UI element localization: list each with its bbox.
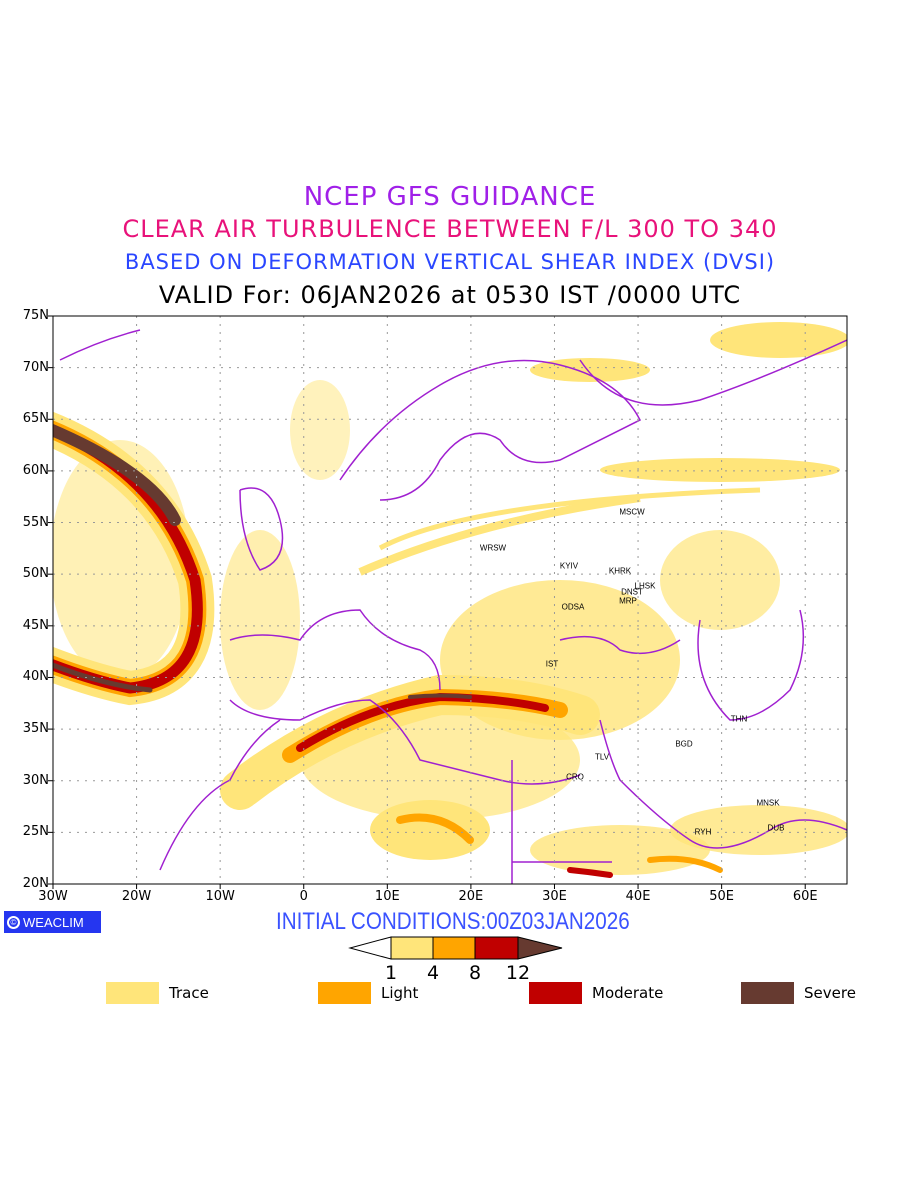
legend-label: Light xyxy=(381,984,419,1002)
jet-arc-turbulence xyxy=(53,411,215,706)
legend-label: Moderate xyxy=(592,984,664,1002)
lat-tick-label: 50N xyxy=(22,566,49,582)
lon-tick-label: 10E xyxy=(374,889,400,904)
lat-tick-label: 20N xyxy=(22,876,49,891)
colorbar-label: 4 xyxy=(426,962,440,984)
title-valid-time: VALID For: 06JAN2026 at 0530 IST /0000 U… xyxy=(158,281,742,309)
turbulence-fields xyxy=(53,322,847,884)
title-product: CLEAR AIR TURBULENCE BETWEEN F/L 300 TO … xyxy=(122,215,778,243)
lon-tick-label: 30E xyxy=(542,889,567,904)
gridlines xyxy=(53,316,847,884)
lat-tick-label: 25N xyxy=(22,824,49,840)
legend-severe: Severe xyxy=(741,982,856,1004)
city-label-mscw: MSCW xyxy=(619,507,645,517)
city-label-cro: CRO xyxy=(566,772,584,782)
city-label-mnsk: MNSK xyxy=(756,798,780,808)
city-label-thn: THN xyxy=(730,714,748,724)
city-label-bgd: BGD xyxy=(675,739,693,749)
colorbar xyxy=(348,936,563,960)
city-label-lhsk: LHSK xyxy=(634,581,656,591)
lat-tick-label: 65N xyxy=(22,411,49,427)
legend-swatch xyxy=(106,982,159,1004)
lat-tick-label: 30N xyxy=(22,772,49,788)
city-label-wrsw: WRSW xyxy=(479,543,507,553)
brand-name: WEACLIM xyxy=(23,914,84,930)
legend-swatch xyxy=(741,982,794,1004)
city-label-dub: DUB xyxy=(767,823,785,833)
lat-tick-label: 60N xyxy=(22,462,49,478)
city-label-mrp: MRP xyxy=(619,596,637,606)
mediterranean-turbulence xyxy=(220,674,723,878)
lat-tick-label: 45N xyxy=(22,617,49,633)
lon-tick-label: 20E xyxy=(458,889,484,904)
city-label-tlv: TLV xyxy=(594,752,610,762)
lon-tick-label: 60E xyxy=(792,889,818,904)
colorbar-label: 8 xyxy=(468,962,482,984)
lon-tick-label: 10W xyxy=(205,889,235,904)
trace-areas xyxy=(53,322,847,875)
legend-swatch xyxy=(529,982,582,1004)
city-label-ryh: RYH xyxy=(694,827,712,837)
lat-tick-label: 35N xyxy=(22,721,49,737)
map-frame xyxy=(52,315,848,885)
legend-light: Light xyxy=(318,982,418,1004)
lat-tick-label: 55N xyxy=(22,514,49,530)
colorbar-label: 12 xyxy=(505,962,531,984)
legend-trace: Trace xyxy=(106,982,209,1004)
coastlines xyxy=(59,329,847,884)
city-label-ist: IST xyxy=(545,659,559,669)
title-method: BASED ON DEFORMATION VERTICAL SHEAR INDE… xyxy=(124,250,776,274)
city-label-odsa: ODSA xyxy=(561,602,585,612)
colorbar-label: 1 xyxy=(384,962,398,984)
lat-tick-label: 70N xyxy=(22,359,49,375)
city-label-kyiv: KYIV xyxy=(559,561,579,571)
lon-tick-label: 40E xyxy=(625,889,651,904)
city-label-dnst: DNST xyxy=(621,587,643,597)
lon-tick-label: 30W xyxy=(38,889,68,904)
city-label-khrk: KHRK xyxy=(608,566,632,576)
weaclim-logo: © WEACLIM xyxy=(4,911,101,933)
initial-conditions: INITIAL CONDITIONS:00Z03JAN2026 xyxy=(276,908,630,935)
lon-tick-label: 0 xyxy=(299,889,308,904)
legend-label: Severe xyxy=(804,984,856,1002)
legend-moderate: Moderate xyxy=(529,982,663,1004)
legend-swatch xyxy=(318,982,371,1004)
legend-label: Trace xyxy=(169,984,209,1002)
lon-tick-label: 20W xyxy=(121,889,152,904)
copyright-icon: © xyxy=(7,915,20,929)
lon-tick-label: 50E xyxy=(709,889,735,904)
title-guidance: NCEP GFS GUIDANCE xyxy=(303,182,597,212)
lat-tick-label: 75N xyxy=(22,308,49,323)
lat-tick-label: 40N xyxy=(22,669,49,685)
